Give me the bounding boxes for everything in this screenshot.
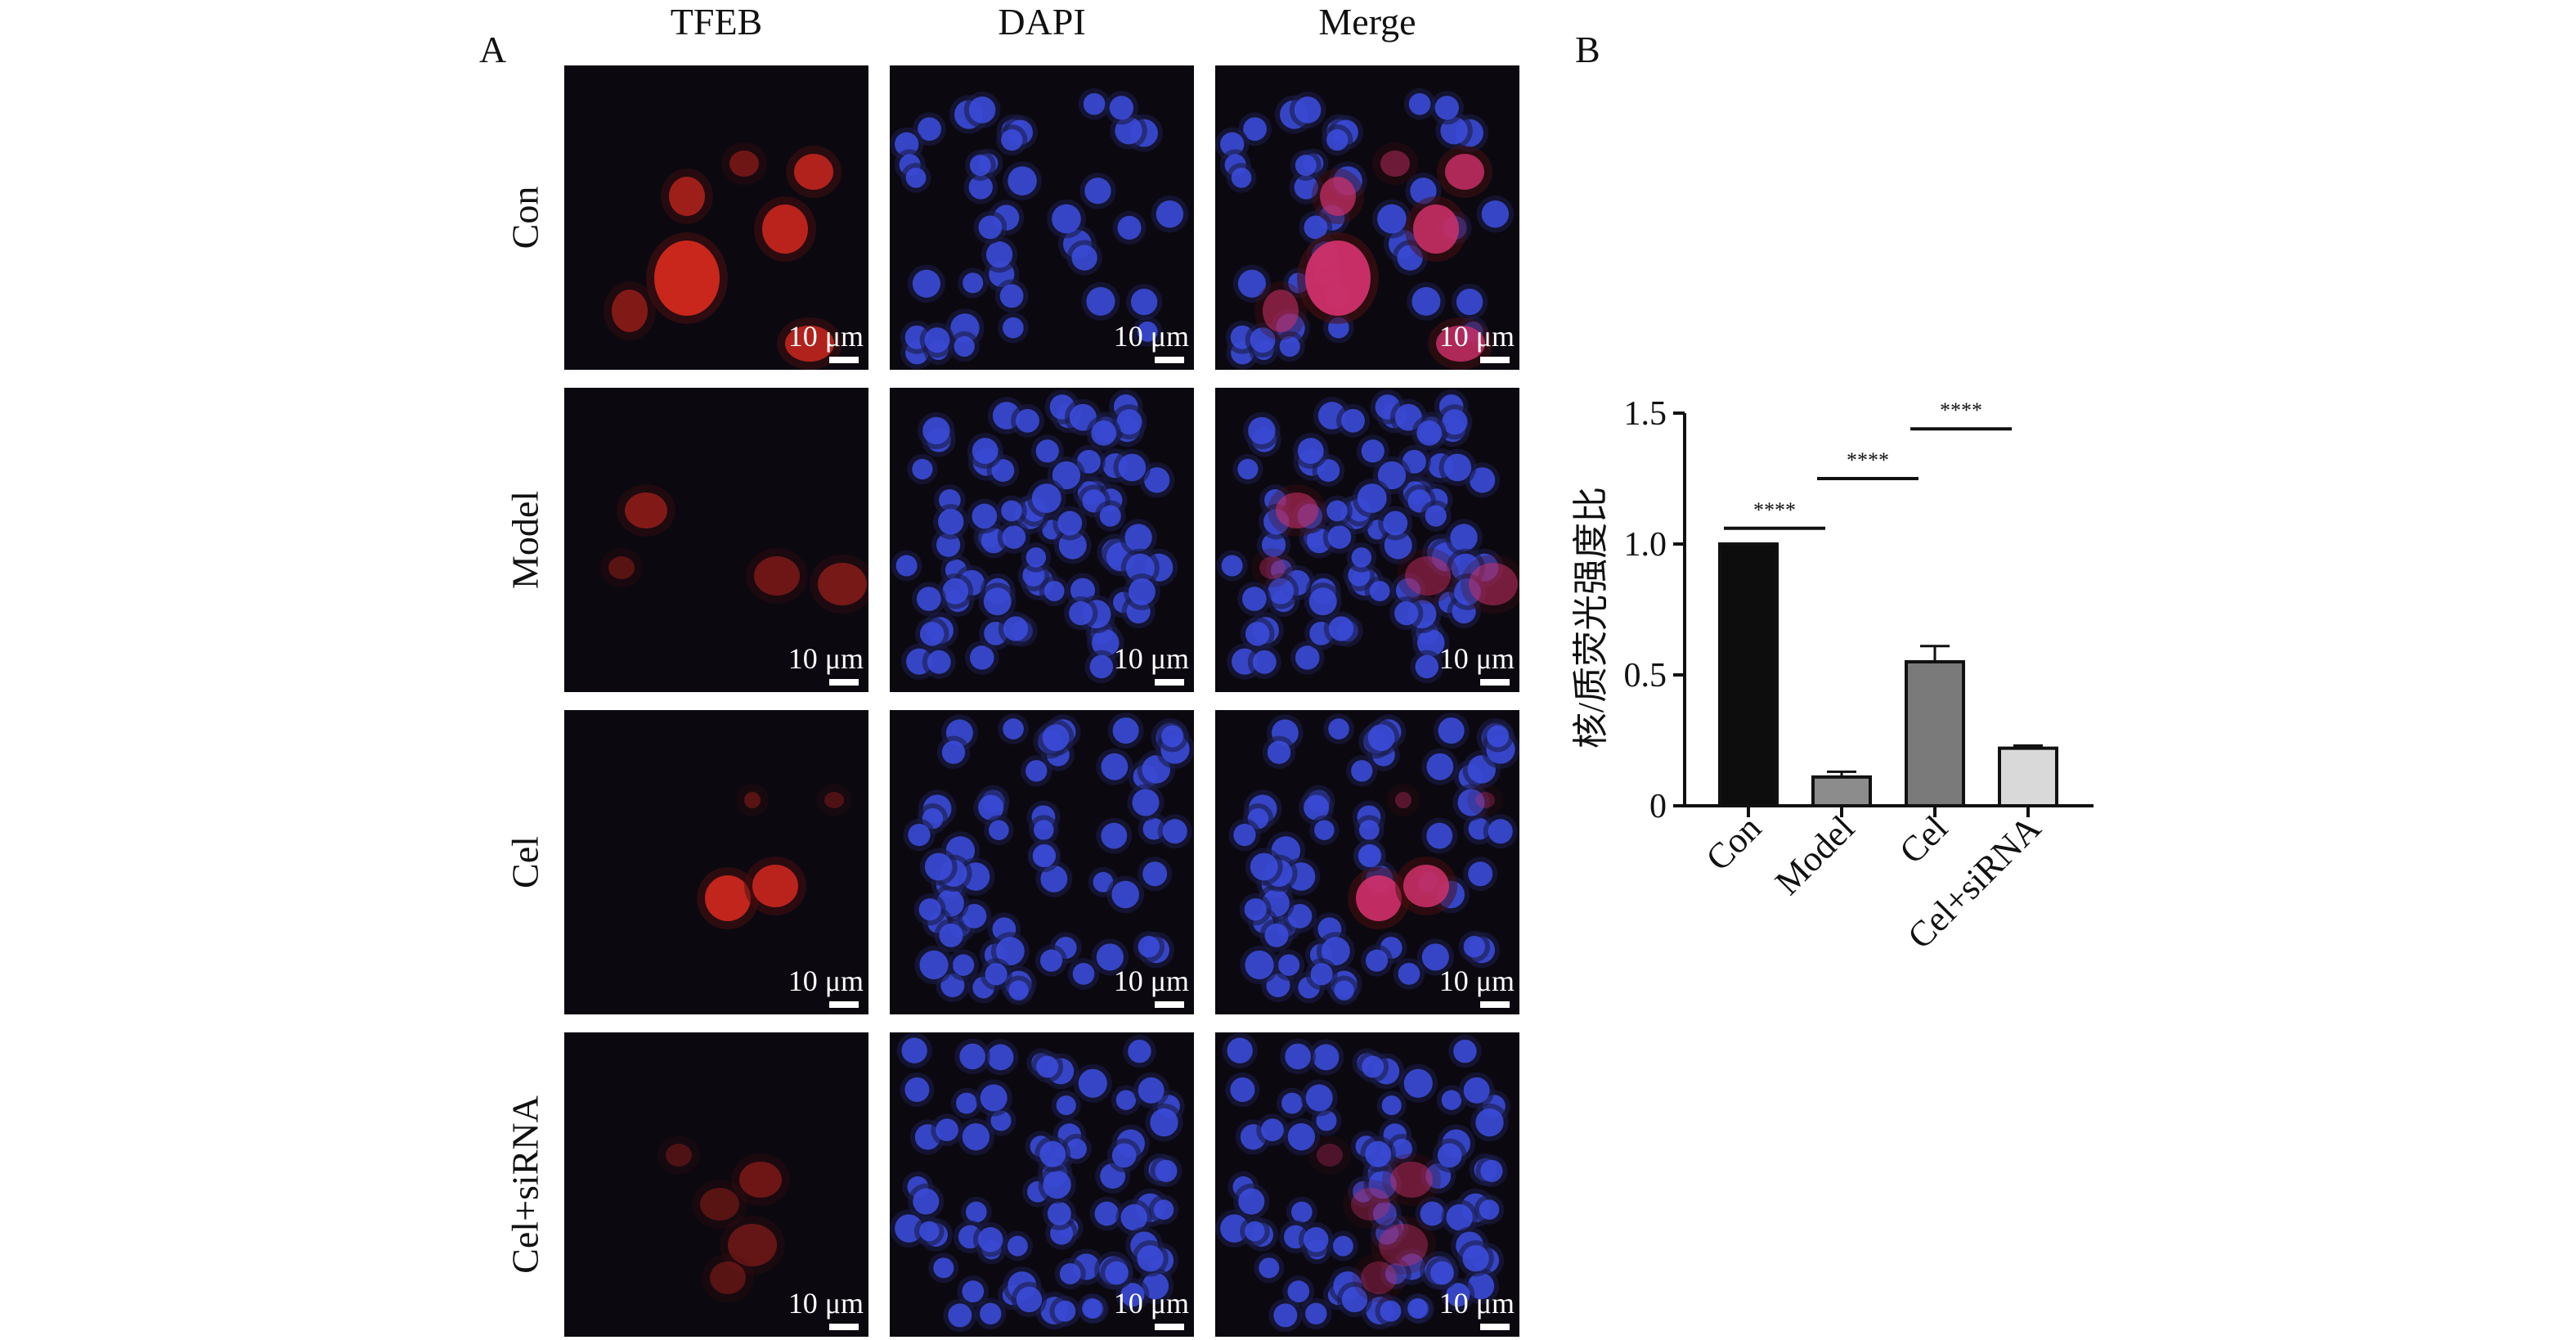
scale-bar [829, 1324, 859, 1330]
bar-1 [1811, 775, 1872, 807]
scale-bar-label: 10 μm [1113, 1287, 1189, 1320]
micrograph-cel-tfeb: 10 μm [564, 710, 868, 1014]
micrograph-con-merge: 10 μm [1215, 65, 1519, 370]
scale-bar-label: 10 μm [1113, 320, 1189, 353]
scale-bar-label: 10 μm [1438, 1287, 1515, 1320]
micrograph-model-merge: 10 μm [1215, 388, 1519, 692]
scale-bar-label: 10 μm [1438, 320, 1515, 353]
y-tick-label: 1.0 [1624, 526, 1667, 564]
y-tick-label: 0.5 [1624, 657, 1667, 695]
scale-bar-label: 10 μm [788, 320, 864, 353]
scale-bar [1480, 357, 1510, 363]
row-header-con: Con [504, 186, 546, 250]
scale-bar-label: 10 μm [788, 1287, 864, 1320]
micrograph-model-dapi: 10 μm [890, 388, 1194, 692]
scale-bar [1155, 357, 1184, 363]
bar-3 [1998, 746, 2058, 808]
row-header-cel-sirna: Cel+siRNA [504, 1095, 546, 1274]
y-tick-label: 1.5 [1624, 395, 1667, 433]
x-tick-label-2: Cel [1892, 807, 1955, 871]
micrograph-con-tfeb: 10 μm [564, 65, 868, 370]
significance-label-1: **** [1847, 448, 1889, 472]
column-header-merge: Merge [1318, 1, 1416, 43]
micrograph-cel-sirna-dapi: 10 μm [890, 1032, 1194, 1337]
micrograph-cel-sirna-tfeb: 10 μm [564, 1032, 868, 1337]
micrograph-cel-dapi: 10 μm [890, 710, 1194, 1014]
scale-bar-label: 10 μm [1113, 642, 1189, 675]
panel-label-b: B [1575, 29, 1600, 70]
x-tick-label-1: Model [1767, 807, 1862, 902]
panel-label-a: A [479, 29, 507, 70]
significance-label-0: **** [1753, 498, 1796, 522]
scale-bar [1155, 1001, 1184, 1008]
column-header-dapi: DAPI [998, 1, 1086, 43]
scale-bar-label: 10 μm [1113, 965, 1189, 997]
significance-label-2: **** [1940, 398, 1982, 422]
scale-bar [1480, 1324, 1510, 1330]
scale-bar [1480, 1001, 1510, 1008]
scale-bar-label: 10 μm [788, 642, 864, 675]
scale-bar-label: 10 μm [788, 965, 864, 997]
micrograph-model-tfeb: 10 μm [564, 388, 868, 692]
column-header-tfeb: TFEB [670, 1, 763, 43]
scale-bar [829, 1001, 859, 1008]
micrograph-con-dapi: 10 μm [890, 65, 1194, 370]
micrograph-cel-merge: 10 μm [1215, 710, 1519, 1014]
bar-2 [1905, 660, 1965, 807]
scale-bar [1480, 679, 1510, 686]
y-tick-label: 0 [1649, 788, 1667, 825]
micrograph-cel-sirna-merge: 10 μm [1215, 1032, 1519, 1337]
y-axis-label: 核/质荧光强度比 [1571, 487, 1611, 749]
scale-bar [829, 679, 859, 686]
row-header-model: Model [504, 490, 546, 590]
scale-bar-label: 10 μm [1438, 965, 1515, 997]
scale-bar [829, 357, 859, 363]
x-tick-label-0: Con [1699, 807, 1770, 879]
scale-bar [1155, 1324, 1184, 1330]
row-header-cel: Cel [504, 836, 546, 888]
bar-0 [1718, 542, 1779, 807]
bar-chart: 0 0.5 1.0 1.5 核/质荧光强度比 Con Model Cel Cel+siRNA **… [1554, 352, 2126, 1006]
scale-bar-label: 10 μm [1438, 642, 1515, 675]
scale-bar [1155, 679, 1184, 686]
